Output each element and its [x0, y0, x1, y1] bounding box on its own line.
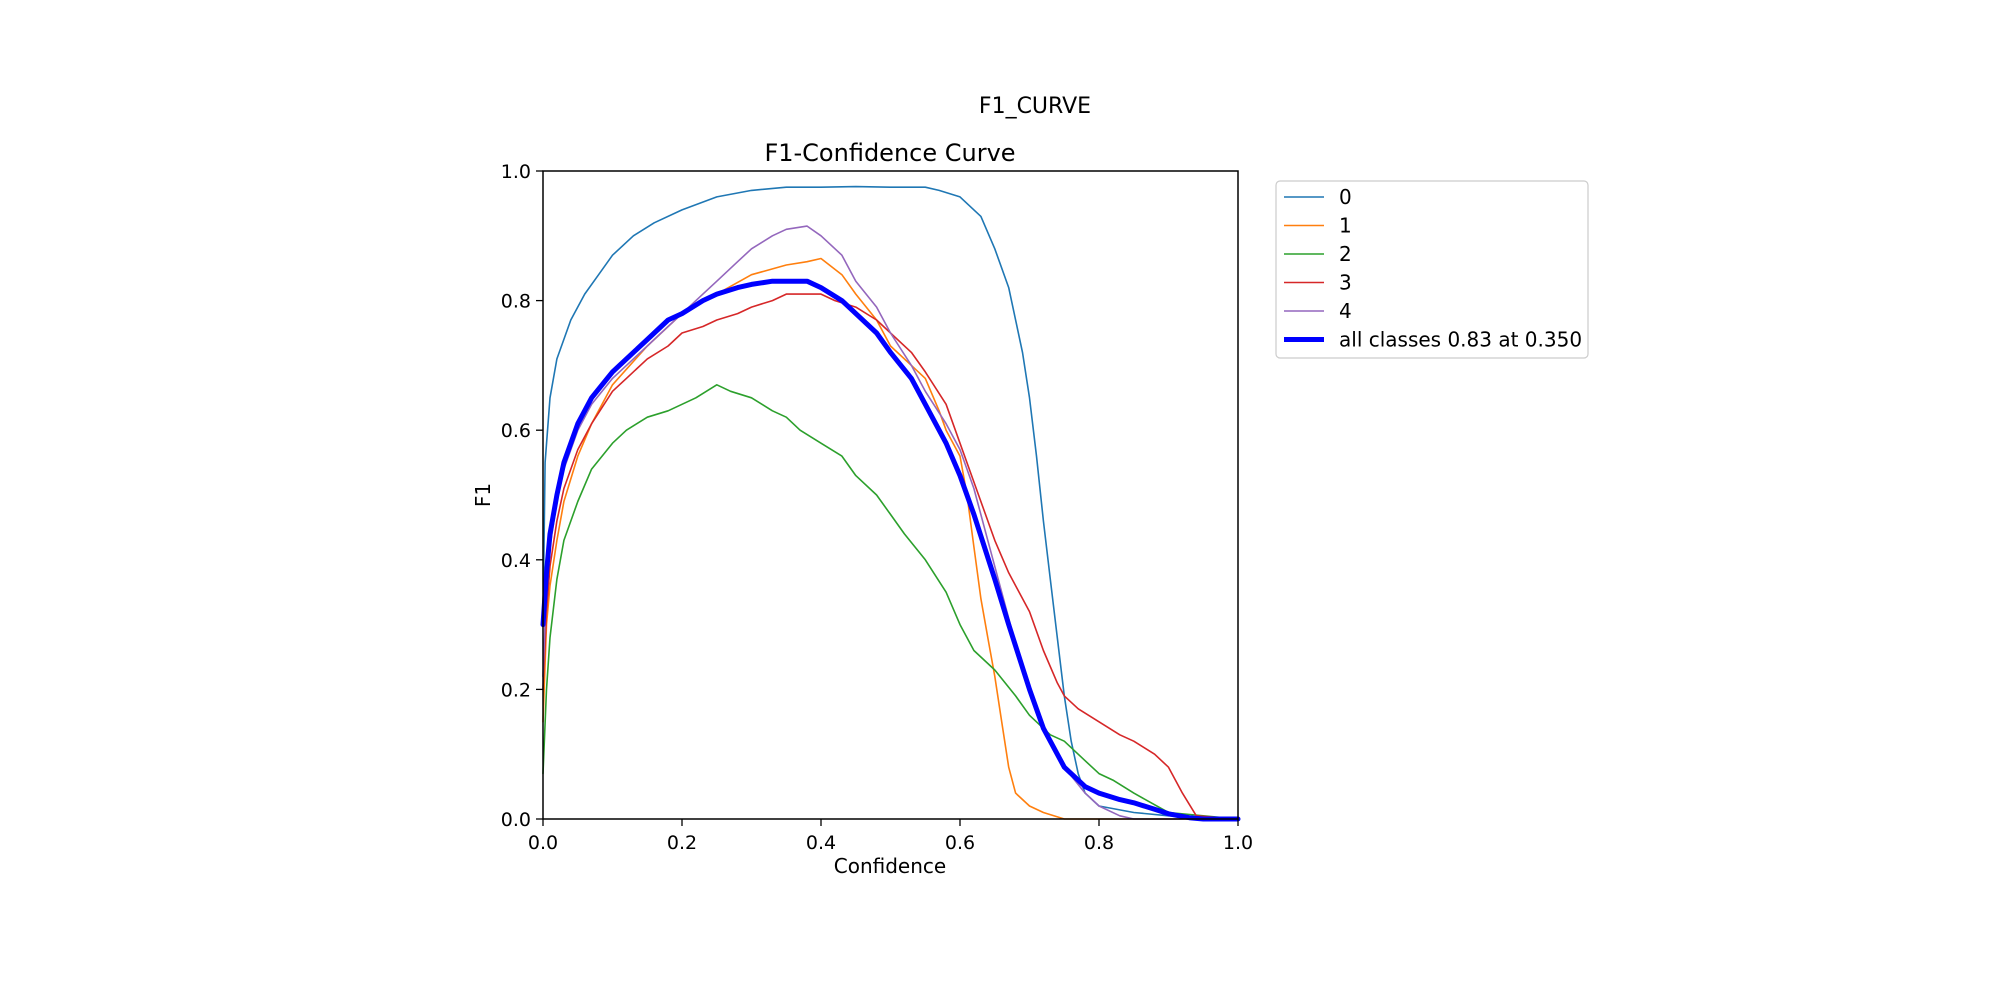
y-axis-label: F1: [471, 483, 495, 507]
series-line-2: [542, 384, 1239, 820]
legend-label-4: 4: [1339, 299, 1352, 323]
legend-label-0: 0: [1339, 185, 1352, 209]
x-tick-label: 0.2: [667, 832, 697, 854]
y-tick-label: 0.4: [501, 550, 531, 572]
figure-suptitle: F1_CURVE: [979, 94, 1091, 119]
x-tick-label: 1.0: [1223, 832, 1253, 854]
legend-frame: [1275, 180, 1589, 359]
y-tick-label: 0.2: [501, 679, 531, 701]
y-tick-label: 0.8: [501, 291, 531, 313]
x-tick-label: 0.0: [528, 832, 558, 854]
legend: 0 1 2 3 4 all classes 0.83 at 0.350: [1275, 180, 1589, 359]
y-tick-label: 1.0: [501, 161, 531, 183]
x-tick-label: 0.6: [945, 832, 975, 854]
plot-area: [543, 171, 1238, 819]
x-tick-label: 0.8: [1084, 832, 1114, 854]
y-axis-ticks: 0.0 0.2 0.4 0.6 0.8 1.0: [501, 161, 543, 831]
series-layer: [540, 185, 1241, 822]
y-tick-label: 0.6: [501, 420, 531, 442]
legend-label-3: 3: [1339, 271, 1352, 295]
plot-background: [543, 171, 1238, 819]
legend-label-1: 1: [1339, 214, 1352, 238]
x-axis-label: Confidence: [834, 854, 946, 878]
x-tick-label: 0.4: [806, 832, 836, 854]
series-line-5: [540, 278, 1241, 822]
x-axis-ticks: 0.0 0.2 0.4 0.6 0.8 1.0: [528, 819, 1253, 854]
series-line-3: [542, 293, 1239, 820]
chart-title: F1-Confidence Curve: [764, 139, 1015, 167]
y-tick-label: 0.0: [501, 809, 531, 831]
series-line-0: [542, 185, 1239, 820]
plot-frame: [542, 170, 1239, 820]
legend-label-2: 2: [1339, 242, 1352, 266]
legend-items: 0 1 2 3 4 all classes 0.83 at 0.350: [1284, 185, 1582, 352]
legend-label-5: all classes 0.83 at 0.350: [1339, 328, 1582, 352]
